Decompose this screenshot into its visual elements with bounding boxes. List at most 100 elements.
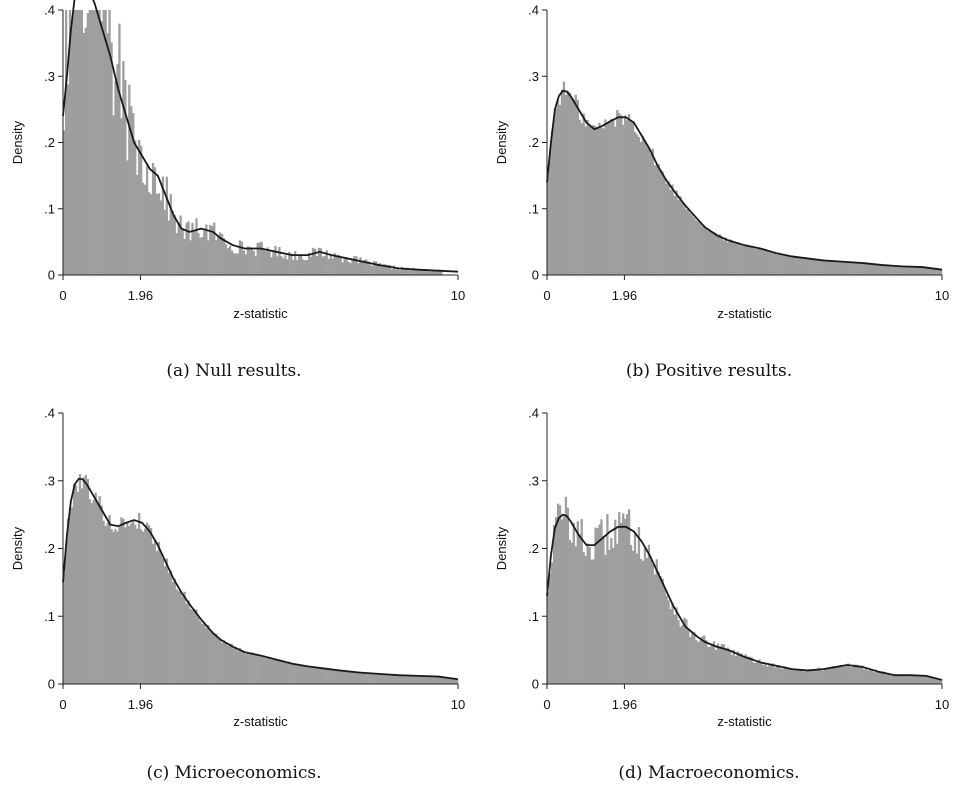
histogram-bar <box>710 231 714 275</box>
histogram-bar <box>647 544 650 684</box>
histogram-bar <box>339 670 342 684</box>
histogram-bar <box>778 252 781 275</box>
histogram-bar <box>857 263 860 275</box>
histogram-bar <box>74 10 78 275</box>
histogram-bar <box>827 260 830 275</box>
histogram-bar <box>402 268 405 275</box>
histogram-bar <box>695 220 698 275</box>
histogram-bar <box>428 676 431 684</box>
histogram-bar <box>201 237 204 275</box>
histogram-bar <box>108 10 111 275</box>
histogram-bar <box>785 667 789 684</box>
y-tick-label: .2 <box>528 135 539 150</box>
histogram-bar <box>760 661 763 684</box>
histogram-bar <box>866 670 870 684</box>
histogram-bar <box>384 264 388 275</box>
histogram-bar <box>752 247 755 275</box>
histogram-bar <box>843 666 846 684</box>
histogram-bar <box>213 222 216 275</box>
histogram-bar <box>758 659 761 684</box>
histogram-bar <box>159 551 163 684</box>
x-tick-label: 0 <box>543 288 550 303</box>
histogram-bar <box>736 242 739 275</box>
y-tick-label: .4 <box>528 406 539 421</box>
histogram-bar <box>701 225 704 275</box>
histogram-bar <box>355 671 358 684</box>
histogram-bar <box>128 84 131 275</box>
histogram-bar <box>906 675 909 684</box>
histogram-bar <box>147 525 151 684</box>
histogram-bar <box>766 666 769 684</box>
histogram-bar <box>333 669 336 684</box>
histogram-bar <box>851 667 854 684</box>
histogram-bar <box>386 264 390 275</box>
histogram-bar <box>754 249 757 275</box>
histogram-bar <box>179 215 182 275</box>
histogram-bar <box>548 573 552 684</box>
histogram-bar <box>857 665 860 684</box>
histogram-bar <box>677 199 680 275</box>
histogram-bar <box>325 250 328 275</box>
histogram-bar <box>730 240 733 275</box>
histogram-bar <box>365 259 368 275</box>
histogram-bar <box>171 582 174 684</box>
chart-panel-macroeconomics: 0 .1 .2 .3 .4 0 1.96 10 z-statistic Density (d) Ma… <box>494 406 949 784</box>
histogram-bar <box>248 652 251 684</box>
histogram-bars <box>63 474 459 684</box>
histogram-bar <box>92 10 95 275</box>
histogram-bar <box>930 676 933 684</box>
histogram-bar <box>930 267 933 275</box>
histogram-bar <box>669 189 672 275</box>
histogram-bar <box>720 238 724 275</box>
histogram-bar <box>343 259 346 275</box>
histogram-bar <box>450 678 453 684</box>
histogram-bar <box>114 80 117 275</box>
histogram-bar <box>920 675 923 684</box>
histogram-bar <box>138 512 141 684</box>
histogram-bar <box>833 668 836 684</box>
histogram-bar <box>390 675 394 684</box>
histogram-bar <box>252 653 255 684</box>
y-tick-label: .3 <box>44 473 55 488</box>
histogram-bar <box>382 264 386 275</box>
histogram-bar <box>339 257 342 275</box>
histogram-bar <box>110 529 113 684</box>
histogram-bar <box>420 270 423 275</box>
y-tick-label: 0 <box>48 268 55 283</box>
histogram-bar <box>349 671 352 684</box>
histogram-bar <box>282 258 285 275</box>
histogram-bar <box>161 558 165 684</box>
histogram-bar <box>321 668 324 684</box>
histogram-bar <box>665 183 668 275</box>
density-curve <box>546 513 943 681</box>
histogram-bar <box>813 258 816 275</box>
histogram-bar <box>722 644 726 684</box>
histogram-bar <box>159 200 163 275</box>
histogram-bar <box>784 666 787 684</box>
histogram-bar <box>576 521 579 684</box>
histogram-bar <box>177 591 180 684</box>
histogram-bar <box>874 264 878 275</box>
histogram-bar <box>780 668 783 684</box>
histogram-bar <box>301 259 305 275</box>
histogram-bar <box>675 190 678 275</box>
histogram-bar <box>768 251 771 275</box>
histogram-bar <box>193 608 196 684</box>
histogram-bar <box>910 676 913 684</box>
histogram-bar <box>750 247 753 275</box>
y-tick-label: .2 <box>44 135 55 150</box>
histogram-bar <box>928 675 931 684</box>
histogram-bar <box>614 519 617 684</box>
histogram-bar <box>726 647 729 684</box>
histogram-bar <box>422 676 425 684</box>
histogram-bar <box>752 662 755 684</box>
histogram-bar <box>343 671 346 684</box>
histogram-bar <box>801 258 805 275</box>
histogram-bar <box>104 10 107 275</box>
histogram-bar <box>604 119 607 275</box>
histogram-bar <box>776 254 779 275</box>
histogram-bar <box>890 675 893 684</box>
histogram-bar <box>165 558 168 684</box>
histogram-bar <box>307 667 311 684</box>
histogram-bar <box>821 260 824 275</box>
